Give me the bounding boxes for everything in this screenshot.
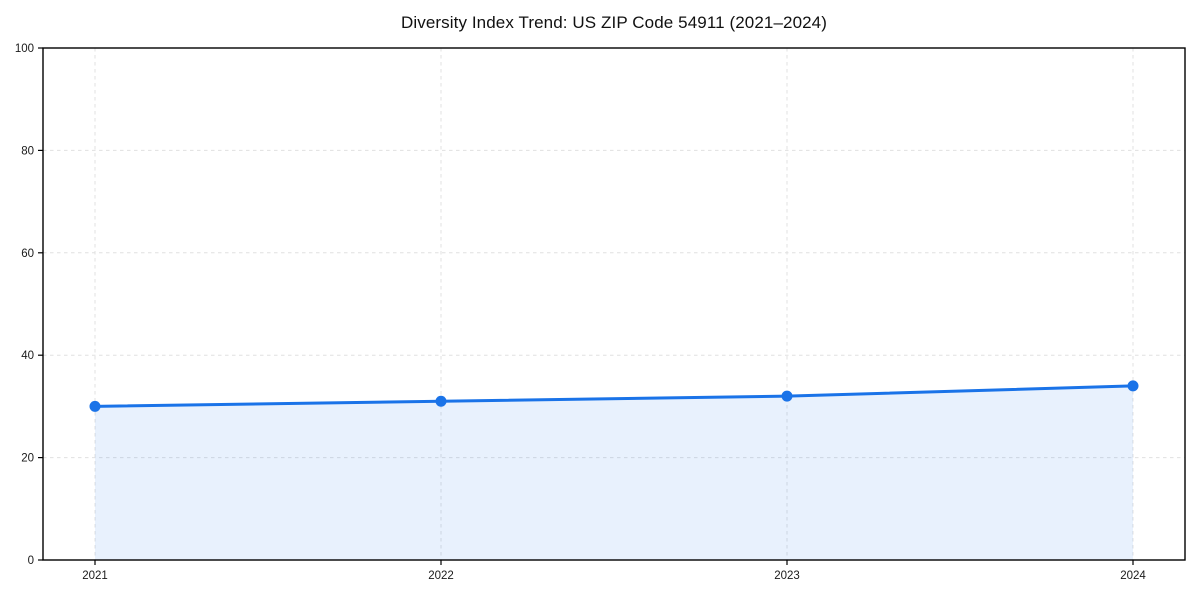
chart-title: Diversity Index Trend: US ZIP Code 54911… bbox=[400, 13, 828, 32]
y-tick-label: 60 bbox=[21, 248, 34, 260]
data-point-marker bbox=[89, 400, 101, 412]
y-tick-label: 100 bbox=[15, 43, 34, 55]
data-point-marker bbox=[1127, 380, 1139, 392]
y-tick-label: 40 bbox=[21, 350, 34, 362]
y-tick-label: 0 bbox=[28, 555, 34, 567]
y-tick-label: 80 bbox=[21, 145, 34, 157]
plot-border bbox=[42, 47, 1186, 561]
data-point-marker bbox=[781, 390, 793, 402]
data-point-marker bbox=[435, 395, 447, 407]
x-tick-label: 2022 bbox=[428, 570, 454, 582]
y-tick-label: 20 bbox=[21, 453, 34, 465]
x-tick-label: 2021 bbox=[82, 570, 108, 582]
x-tick-label: 2024 bbox=[1120, 570, 1146, 582]
trend-line bbox=[93, 384, 1135, 408]
area-fill bbox=[95, 385, 1133, 560]
x-tick-label: 2023 bbox=[774, 570, 800, 582]
